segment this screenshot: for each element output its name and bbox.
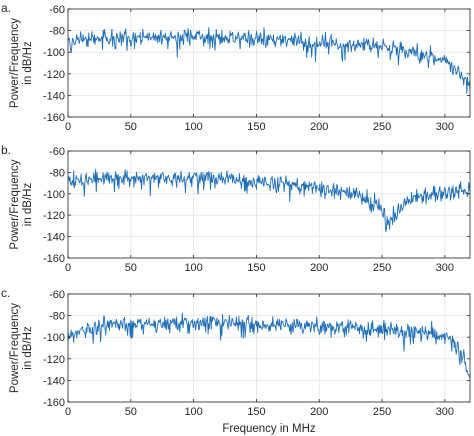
plot-area xyxy=(68,9,470,117)
y-tick-label: -140 xyxy=(43,375,65,387)
x-tick-label: 300 xyxy=(436,406,454,418)
x-tick-label: 50 xyxy=(125,406,137,418)
x-tick-label: 100 xyxy=(184,121,202,133)
spectrum-line xyxy=(67,312,471,379)
panel-label: c. xyxy=(1,286,10,300)
x-tick-label: 50 xyxy=(125,121,137,133)
plot-area xyxy=(68,151,470,258)
y-tick-label: -120 xyxy=(43,69,65,81)
y-tick-label: -60 xyxy=(49,289,65,301)
y-tick-label: -160 xyxy=(43,397,65,409)
y-tick-label: -120 xyxy=(43,354,65,366)
y-tick-label: -80 xyxy=(49,311,65,323)
x-tick-label: 150 xyxy=(247,121,265,133)
panel-label: a. xyxy=(1,1,11,15)
x-tick-label: 150 xyxy=(247,262,265,274)
x-tick-label: 150 xyxy=(247,406,265,418)
x-tick-label: 300 xyxy=(436,121,454,133)
x-tick-label: 250 xyxy=(373,406,391,418)
chart-panel-2: 0 50 100 150 200 250 300 -60 -80 -100 -120 -140 -160… xyxy=(1,143,471,274)
y-axis-label: in dB/Hz xyxy=(22,326,34,370)
y-tick-label: -120 xyxy=(43,210,65,222)
y-tick-label: -80 xyxy=(49,167,65,179)
axes-frame xyxy=(67,293,471,403)
x-tick-label: 250 xyxy=(373,121,391,133)
y-tick-label: -160 xyxy=(43,112,65,124)
y-axis-label: Power/Frequency xyxy=(9,303,21,393)
x-tick-label: 100 xyxy=(184,406,202,418)
y-tick-label: -60 xyxy=(49,4,65,16)
y-axis-label: Power/Frequency xyxy=(9,18,21,108)
y-axis-label: in dB/Hz xyxy=(22,183,34,227)
x-tick-label: 300 xyxy=(436,262,454,274)
y-tick-label: -100 xyxy=(43,332,65,344)
spectrum-line xyxy=(67,27,471,95)
x-tick-label: 0 xyxy=(65,262,71,274)
y-axis-label: Power/Frequency xyxy=(9,159,21,249)
x-axis-label: Frequency in MHz xyxy=(222,423,316,435)
x-tick-label: 200 xyxy=(310,262,328,274)
panel-label: b. xyxy=(1,143,11,157)
y-tick-label: -140 xyxy=(43,90,65,102)
chart-panel-3: 0 50 100 150 200 250 300 -60 -80 -100 -120 -140 -160… xyxy=(1,286,471,435)
axes-frame xyxy=(67,8,471,118)
x-tick-label: 50 xyxy=(125,262,137,274)
y-tick-label: -160 xyxy=(43,253,65,265)
y-tick-label: -100 xyxy=(43,189,65,201)
y-tick-label: -100 xyxy=(43,47,65,59)
x-tick-label: 200 xyxy=(310,121,328,133)
x-tick-label: 250 xyxy=(373,262,391,274)
plot-area xyxy=(68,294,470,402)
x-tick-label: 200 xyxy=(310,406,328,418)
spectrum-line xyxy=(67,168,471,233)
x-tick-label: 0 xyxy=(65,406,71,418)
chart-panel-1: 0 50 100 150 200 250 300 -60 -80 -100 -120 -140 -160… xyxy=(1,1,471,133)
x-tick-label: 0 xyxy=(65,121,71,133)
y-tick-label: -60 xyxy=(49,146,65,158)
y-tick-label: -140 xyxy=(43,232,65,244)
axes-frame xyxy=(67,150,471,259)
x-tick-label: 100 xyxy=(184,262,202,274)
y-axis-label: in dB/Hz xyxy=(22,41,34,85)
y-tick-label: -80 xyxy=(49,26,65,38)
